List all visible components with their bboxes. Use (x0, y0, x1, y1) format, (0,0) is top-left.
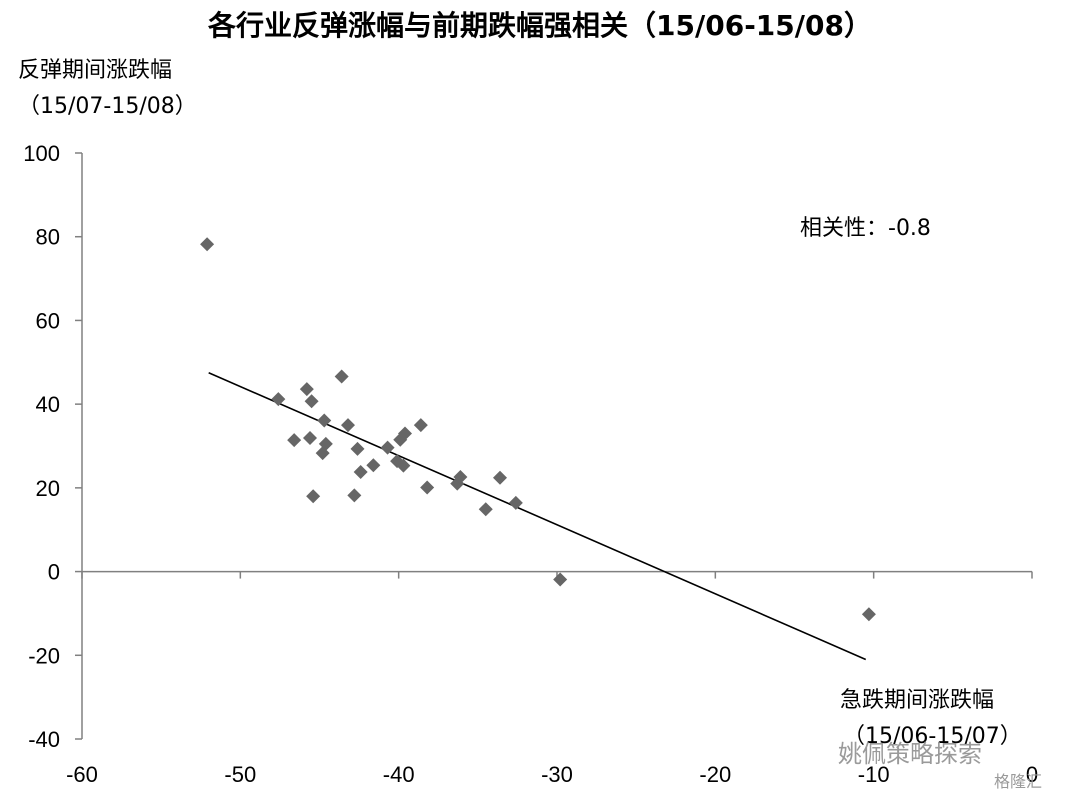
data-point (304, 394, 319, 409)
x-tick-label: -50 (224, 762, 256, 787)
y-tick-label: 100 (23, 141, 60, 166)
y-tick-label: -40 (28, 727, 60, 752)
x-axis-label-period: （15/06-15/07） (843, 724, 1022, 749)
x-tick-label: -20 (699, 762, 731, 787)
x-axis-label: 急跌期间涨跌幅 (840, 688, 995, 713)
data-point (413, 418, 428, 433)
watermark-brand: 格隆汇 (994, 772, 1043, 791)
data-point (493, 470, 507, 485)
x-tick-label: -10 (858, 762, 890, 787)
data-point (315, 446, 330, 461)
data-point (350, 441, 365, 456)
data-point (347, 488, 362, 503)
watermark-account: 姚佩策略探索 (838, 740, 982, 768)
y-axis-label: 反弹期间涨跌幅 (18, 58, 173, 83)
x-tick-label: -30 (541, 762, 573, 787)
data-point (553, 572, 568, 587)
data-point (271, 392, 286, 407)
trend-line (208, 372, 867, 661)
x-tick-label: 0 (1026, 762, 1038, 787)
data-point (398, 426, 412, 441)
data-point (317, 413, 332, 428)
data-point (453, 469, 468, 484)
y-tick-label: 60 (36, 308, 60, 333)
correlation-annotation: 相关性：-0.8 (800, 216, 931, 241)
y-axis-label-period: （15/07-15/08） (18, 94, 197, 119)
data-point (299, 382, 314, 397)
data-point (303, 431, 317, 446)
y-tick-label: -20 (28, 643, 60, 668)
x-tick-label: -40 (383, 762, 415, 787)
data-point (353, 464, 368, 479)
chart-title: 各行业反弹涨幅与前期跌幅强相关（15/06-15/08） (208, 9, 872, 42)
y-tick-label: 80 (36, 225, 60, 250)
data-point (478, 502, 493, 517)
y-tick-label: 20 (36, 476, 60, 501)
data-point (508, 495, 523, 510)
data-point (396, 458, 411, 473)
y-tick-label: 40 (36, 392, 60, 417)
data-point (334, 369, 349, 384)
data-point (380, 440, 395, 455)
data-point (861, 607, 876, 622)
data-point (287, 433, 302, 448)
x-tick-label: -60 (66, 762, 98, 787)
data-point (306, 489, 321, 504)
data-point (341, 418, 355, 433)
y-tick-label: 0 (48, 560, 60, 585)
data-point (420, 480, 435, 495)
data-point (366, 458, 381, 473)
data-point (200, 237, 215, 252)
